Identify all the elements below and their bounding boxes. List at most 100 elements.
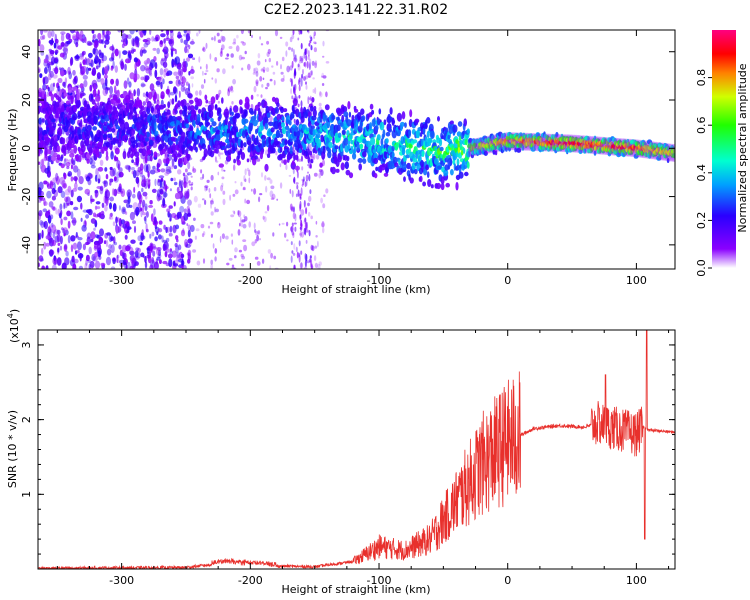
heatmap-cell <box>139 241 143 246</box>
heatmap-cell <box>242 239 247 243</box>
heatmap-cell <box>294 54 297 63</box>
heatmap-cell <box>311 245 315 252</box>
heatmap-cell <box>76 54 79 60</box>
heatmap-cell <box>246 199 251 205</box>
heatmap-cell <box>350 145 354 151</box>
heatmap-cell <box>119 249 123 257</box>
heatmap-cell <box>180 38 184 43</box>
heatmap-cell <box>121 39 125 43</box>
heatmap-cell <box>288 46 291 51</box>
heatmap-cell <box>253 67 256 74</box>
heatmap-cell <box>108 244 112 249</box>
heatmap-cell <box>311 97 315 103</box>
heatmap-cell <box>260 43 264 46</box>
heatmap-cell <box>109 202 112 210</box>
heatmap-cell <box>280 106 284 114</box>
heatmap-cell <box>158 228 163 233</box>
heatmap-cell <box>193 120 196 128</box>
heatmap-cell <box>205 121 211 126</box>
heatmap-cell <box>248 221 251 228</box>
heatmap-cell <box>92 48 96 55</box>
heatmap-cell <box>321 75 323 78</box>
heatmap-cell <box>194 235 197 240</box>
heatmap-cell <box>347 101 351 110</box>
heatmap-cell <box>160 81 163 90</box>
heatmap-cell <box>97 89 100 96</box>
heatmap-cell <box>109 181 112 186</box>
heatmap-cell <box>345 169 351 176</box>
heatmap-cell <box>356 143 361 152</box>
heatmap-cell <box>246 167 250 172</box>
heatmap-cell <box>232 193 236 197</box>
heatmap-cell <box>48 201 54 208</box>
heatmap-cell <box>38 210 43 217</box>
heatmap-cell <box>47 149 52 155</box>
heatmap-cell <box>233 211 236 215</box>
heatmap-cell <box>76 250 80 254</box>
heatmap-cell <box>371 109 375 115</box>
heatmap-cell <box>423 168 428 176</box>
heatmap-cell <box>152 47 157 51</box>
heatmap-cell <box>70 237 73 242</box>
heatmap-cell <box>215 134 221 141</box>
heatmap-cell <box>291 95 294 100</box>
heatmap-cell <box>129 250 135 256</box>
heatmap-cell <box>256 234 259 242</box>
heatmap-cell <box>143 163 149 173</box>
heatmap-cell <box>204 199 207 205</box>
heatmap-cell <box>166 130 172 135</box>
heatmap-cell <box>51 240 57 247</box>
heatmap-cell <box>514 147 518 153</box>
heatmap-cell <box>247 63 251 71</box>
heatmap-cell <box>129 99 135 106</box>
heatmap-cell <box>299 262 303 269</box>
heatmap-cell <box>322 226 325 234</box>
heatmap-cell <box>264 211 268 214</box>
heatmap-cell <box>293 54 296 60</box>
heatmap-cell <box>273 79 276 86</box>
heatmap-cell <box>259 139 261 142</box>
heatmap-cell <box>89 62 92 67</box>
heatmap-cell <box>166 208 171 213</box>
heatmap-cell <box>48 48 52 52</box>
heatmap-cell <box>129 30 135 35</box>
heatmap-cell <box>83 100 88 108</box>
heatmap-cell <box>427 179 432 187</box>
heatmap-cell <box>214 156 217 162</box>
heatmap-cell <box>120 190 124 194</box>
heatmap-cell <box>171 98 175 105</box>
heatmap-cell <box>125 245 131 252</box>
heatmap-cell <box>158 220 163 225</box>
heatmap-cell <box>44 67 48 74</box>
heatmap-cell <box>312 77 315 80</box>
heatmap-cell <box>466 161 470 169</box>
heatmap-cell <box>129 106 134 115</box>
heatmap-cell <box>230 53 234 58</box>
heatmap-cell <box>72 242 78 250</box>
heatmap-cell <box>44 102 49 109</box>
heatmap-cell <box>169 91 175 96</box>
heatmap-cell <box>308 211 311 217</box>
heatmap-cell <box>237 210 240 216</box>
heatmap-cell <box>80 217 83 222</box>
heatmap-cell <box>149 264 154 269</box>
heatmap-cell <box>312 89 315 93</box>
heatmap-cell <box>253 85 257 93</box>
heatmap-cell <box>409 109 413 118</box>
heatmap-cell <box>290 255 293 263</box>
heatmap-cell <box>294 83 297 91</box>
heatmap-cell <box>190 175 193 178</box>
heatmap-cell <box>209 193 212 199</box>
heatmap-cell <box>67 86 72 94</box>
heatmap-cell <box>225 235 229 240</box>
heatmap-cell <box>50 50 54 57</box>
heatmap-cell <box>49 83 55 92</box>
heatmap-cell <box>90 164 96 169</box>
heatmap-cell <box>158 259 162 264</box>
heatmap-cell <box>195 90 199 96</box>
heatmap-cell <box>173 87 179 96</box>
heatmap-cell <box>153 261 159 269</box>
heatmap-cell <box>101 102 106 107</box>
heatmap-cell <box>300 55 304 62</box>
